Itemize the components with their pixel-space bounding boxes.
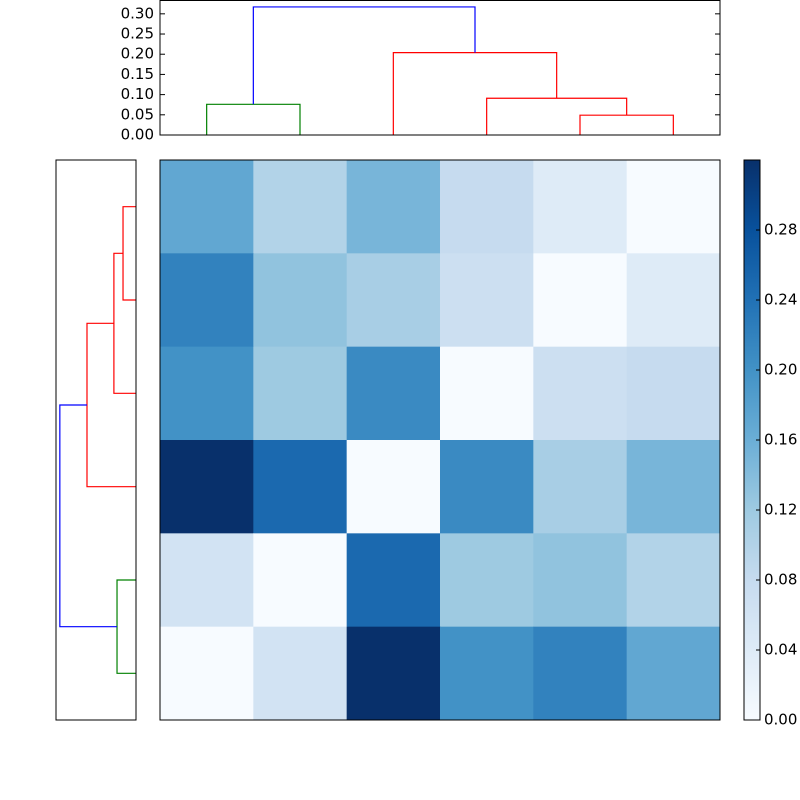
heatmap-cell [160,440,254,534]
y-tick-label: 0.20 [121,45,154,63]
heatmap-cell [160,253,254,348]
heatmap-cell [440,253,534,348]
heatmap-cell [533,533,628,628]
y-tick-label: 0.30 [121,4,154,22]
dendrogram-link [86,322,136,488]
heatmap-cell [626,346,721,441]
dendrogram-link [113,252,136,394]
heatmap-cell [533,440,628,534]
heatmap-cell [253,253,348,348]
heatmap-cell [160,626,254,721]
heatmap-cell [346,253,441,348]
heatmap-cell [346,160,441,254]
dendrogram-link [392,52,558,135]
heatmap-cell [440,626,534,721]
heatmap-cell [253,346,348,441]
y-tick-label: 0.25 [121,25,154,43]
colorbar-tick-label: 0.24 [764,291,797,309]
heatmap-cell [440,160,534,254]
heatmap-cell [533,253,628,348]
heatmap-cell [626,626,721,721]
axes-frame [159,0,721,136]
heatmap-cell [440,533,534,628]
heatmap-cell [160,533,254,628]
heatmap-cell [253,440,348,534]
y-tick-label: 0.10 [121,85,154,103]
heatmap-cell [346,346,441,441]
colorbar-tick-label: 0.00 [764,711,797,729]
dendrogram-link [252,6,476,105]
heatmap-cell [440,346,534,441]
colorbar-tick-label: 0.12 [764,501,797,519]
heatmap-cell [253,626,348,721]
dendrogram-link [116,579,136,674]
colorbar-tick-label: 0.20 [764,361,797,379]
heatmap-cell [626,440,721,534]
heatmap-cell [626,160,721,254]
dendrogram-link [206,103,301,135]
heatmap-cell [626,253,721,348]
heatmap-cell [533,160,628,254]
dendrogram-link [486,97,628,135]
heatmap-cell [253,160,348,254]
dendrogram-link [579,114,674,135]
axes-frame [159,159,721,721]
heatmap-cell [533,346,628,441]
y-tick-label: 0.15 [121,65,154,83]
colorbar-tick-label: 0.08 [764,571,797,589]
y-tick-label: 0.00 [121,126,154,144]
heatmap-cell [160,160,254,254]
y-tick-label: 0.05 [121,105,154,123]
colorbar-tick-label: 0.16 [764,431,797,449]
dendrogram-link [59,404,118,628]
heatmap-cell [346,626,441,721]
heatmap-cell [160,346,254,441]
heatmap-cell [626,533,721,628]
heatmap-cell [346,440,441,534]
heatmap-cell [346,533,441,628]
dendrogram-link [122,206,136,301]
heatmap-cell [533,626,628,721]
heatmap-cell [253,533,348,628]
colorbar-tick-label: 0.04 [764,641,797,659]
heatmap-cell [440,440,534,534]
axes-frame [55,159,137,721]
colorbar-tick-label: 0.28 [764,221,797,239]
